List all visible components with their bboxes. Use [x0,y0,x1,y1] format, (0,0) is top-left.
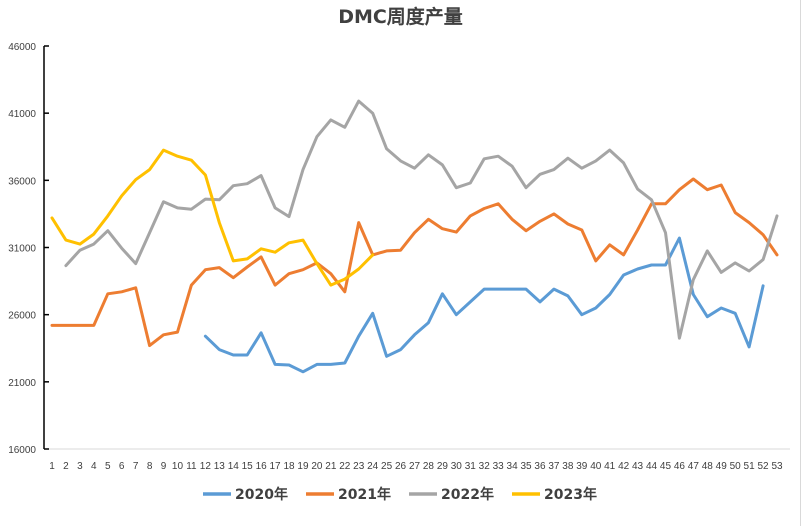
x-tick-label: 31 [465,461,477,472]
x-tick-label: 52 [757,461,769,472]
legend-label: 2022年 [441,486,494,503]
x-tick-label: 3 [77,461,83,472]
x-tick-label: 4 [91,461,97,472]
x-tick-label: 38 [562,461,574,472]
x-tick-label: 33 [493,461,505,472]
series-line-2021 [50,177,779,348]
y-tick-label: 26000 [8,311,36,322]
x-tick-label: 42 [618,461,630,472]
x-tick-label: 17 [270,461,282,472]
x-tick-label: 1 [49,461,55,472]
x-tick-label: 53 [771,461,783,472]
x-tick-label: 21 [325,461,337,472]
x-tick-label: 50 [730,461,742,472]
x-tick-label: 12 [200,461,212,472]
x-tick-label: 32 [479,461,491,472]
legend-label: 2021年 [338,486,391,503]
x-tick-label: 28 [423,461,435,472]
x-tick-label: 39 [576,461,588,472]
series-line-2022 [64,99,779,340]
y-tick-label: 36000 [8,176,36,187]
x-tick-label: 47 [688,461,700,472]
x-tick-label: 48 [702,461,714,472]
x-tick-label: 44 [646,461,658,472]
x-tick-label: 45 [660,461,672,472]
y-tick-label: 31000 [8,244,36,255]
y-tick-label: 16000 [8,445,36,456]
series-line-2023 [50,148,375,287]
x-tick-label: 11 [186,461,197,472]
x-tick-label: 7 [133,461,139,472]
x-tick-label: 9 [161,461,167,472]
x-tick-label: 16 [256,461,268,472]
x-tick-label: 26 [395,461,407,472]
x-tick-label: 51 [744,461,756,472]
y-tick-label: 41000 [8,109,36,120]
x-tick-label: 14 [228,461,240,472]
x-tick-label: 25 [381,461,393,472]
x-tick-label: 22 [339,461,351,472]
x-tick-label: 24 [367,461,379,472]
series-line-2020 [203,236,765,374]
x-tick-label: 30 [451,461,463,472]
x-tick-label: 5 [105,461,111,472]
x-tick-label: 49 [716,461,728,472]
y-tick-label: 21000 [8,378,36,389]
x-tick-label: 6 [119,461,125,472]
legend-label: 2023年 [544,486,597,503]
chart-title: DMC周度产量 [338,6,463,28]
x-tick-label: 43 [632,461,644,472]
x-tick-label: 41 [604,461,616,472]
y-tick-label: 46000 [8,42,36,53]
x-tick-label: 23 [353,461,365,472]
legend-label: 2020年 [235,486,288,503]
x-tick-label: 13 [214,461,226,472]
x-tick-label: 29 [437,461,449,472]
x-tick-label: 10 [172,461,184,472]
x-tick-label: 46 [674,461,686,472]
x-tick-label: 2 [63,461,69,472]
x-tick-label: 8 [147,461,153,472]
x-tick-label: 36 [534,461,546,472]
x-tick-label: 40 [590,461,602,472]
x-tick-label: 18 [283,461,295,472]
x-tick-label: 35 [520,461,532,472]
x-tick-label: 20 [311,461,323,472]
x-tick-label: 27 [409,461,421,472]
x-tick-label: 34 [507,461,519,472]
x-tick-label: 37 [548,461,560,472]
x-tick-label: 15 [242,461,254,472]
x-tick-label: 19 [297,461,309,472]
